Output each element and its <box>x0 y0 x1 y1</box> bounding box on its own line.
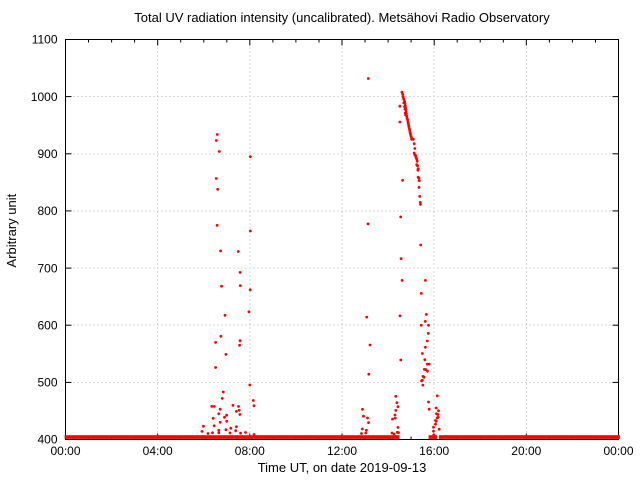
svg-text:08:00: 08:00 <box>235 444 265 458</box>
svg-text:700: 700 <box>37 261 57 275</box>
svg-text:1100: 1100 <box>32 33 58 47</box>
svg-text:Arbitrary unit: Arbitrary unit <box>4 193 19 267</box>
svg-text:16:00: 16:00 <box>419 444 449 458</box>
svg-text:00:00: 00:00 <box>603 444 633 458</box>
svg-text:500: 500 <box>37 376 57 390</box>
svg-text:12:00: 12:00 <box>327 444 357 458</box>
svg-text:20:00: 20:00 <box>511 444 541 458</box>
svg-text:04:00: 04:00 <box>143 444 173 458</box>
svg-text:400: 400 <box>37 433 57 447</box>
svg-text:Total UV radiation intensity (: Total UV radiation intensity (uncalibrat… <box>134 10 550 25</box>
svg-text:Time UT, on date 2019-09-13: Time UT, on date 2019-09-13 <box>258 460 427 475</box>
svg-text:900: 900 <box>37 147 57 161</box>
svg-text:600: 600 <box>37 318 57 332</box>
svg-text:1000: 1000 <box>31 90 58 104</box>
svg-text:00:00: 00:00 <box>50 444 80 458</box>
svg-text:800: 800 <box>37 204 57 218</box>
